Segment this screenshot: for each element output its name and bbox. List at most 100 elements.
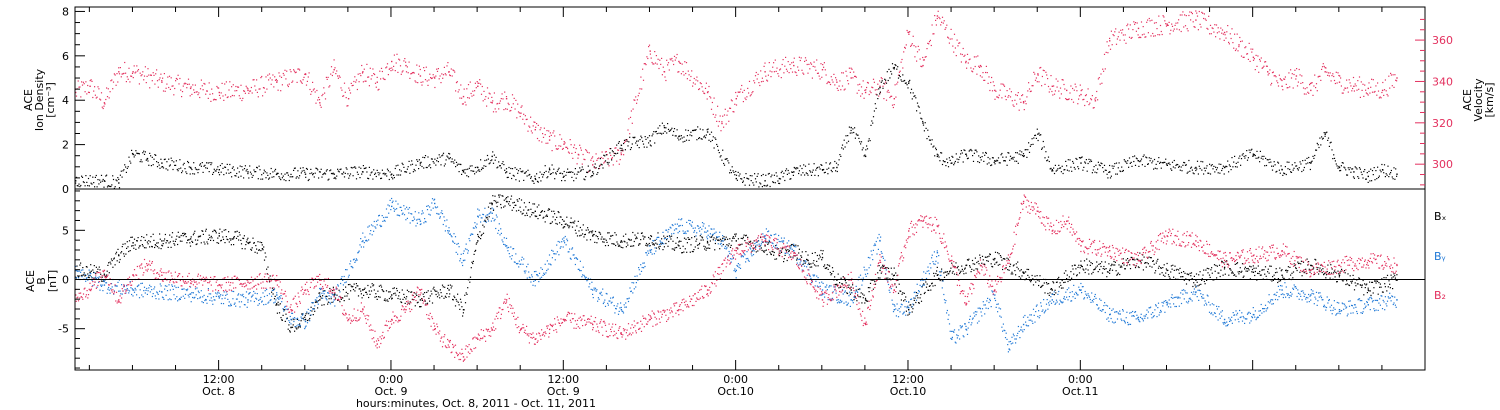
velocity-series-point	[463, 88, 465, 90]
velocity-series-point	[161, 80, 163, 82]
bx-series-point	[692, 251, 694, 253]
velocity-series-point	[1392, 74, 1394, 76]
bx-series-point	[652, 243, 654, 246]
bx-series-point	[416, 302, 418, 304]
bx-series-point	[479, 231, 481, 233]
ion-density-series-point	[634, 136, 636, 138]
velocity-series-point	[953, 51, 955, 53]
bx-series-point	[625, 233, 627, 235]
bx-series-point	[340, 298, 342, 300]
ion-density-series-point	[730, 172, 732, 174]
bx-series-point	[1136, 258, 1138, 260]
ion-density-series-point	[717, 149, 719, 151]
bx-series-point	[964, 267, 966, 269]
ion-density-series-point	[471, 165, 473, 167]
velocity-series-point	[1047, 85, 1050, 88]
ion-density-series-point	[1318, 146, 1320, 149]
ion-density-series-point	[1392, 178, 1394, 180]
velocity-series-point	[1352, 87, 1354, 90]
velocity-series-point	[482, 100, 484, 102]
velocity-series-point	[418, 73, 420, 75]
ion-density-series-point	[571, 176, 573, 178]
ion-density-series-point	[449, 153, 451, 155]
ion-density-series-point	[1203, 167, 1205, 169]
velocity-series-point	[471, 95, 473, 97]
ion-density-series-point	[451, 158, 453, 160]
bx-series-point	[738, 244, 740, 246]
bx-series-point	[1291, 272, 1293, 274]
bx-series-point	[907, 314, 909, 316]
velocity-series-point	[1232, 42, 1234, 44]
bx-series-point	[149, 241, 151, 243]
velocity-series-point	[439, 75, 441, 77]
velocity-series-point	[249, 90, 251, 92]
ion-density-series-point	[850, 126, 852, 129]
bx-series-point	[778, 252, 780, 254]
velocity-series-point	[1195, 19, 1197, 21]
velocity-series-point	[675, 57, 677, 59]
bx-series-point	[599, 232, 601, 234]
ion-density-series-point	[462, 171, 465, 173]
velocity-series-point	[408, 61, 410, 63]
bx-series-point	[750, 245, 752, 247]
velocity-series-point	[1310, 89, 1312, 92]
ion-density-series-point	[1022, 155, 1025, 158]
bx-series-point	[366, 293, 368, 295]
velocity-series-point	[1225, 37, 1227, 39]
bx-series-point	[1190, 272, 1193, 274]
ion-density-series-point	[113, 187, 115, 189]
velocity-series-point	[1327, 74, 1329, 76]
velocity-series-point	[150, 74, 152, 76]
velocity-series-point	[582, 153, 584, 156]
bx-series-point	[471, 261, 473, 263]
ion-density-series-point	[712, 136, 714, 138]
velocity-series-point	[718, 120, 720, 123]
bx-series-point	[1273, 274, 1275, 276]
bx-series-point	[801, 256, 803, 258]
bx-series-point	[1255, 267, 1257, 269]
ion-density-series-point	[1007, 152, 1009, 154]
ion-density-series-point	[670, 129, 672, 131]
velocity-series-point	[1005, 99, 1007, 101]
velocity-series-point	[1298, 68, 1300, 71]
bx-series-point	[1020, 269, 1022, 271]
bx-series-point	[258, 249, 260, 251]
bx-series-point	[836, 279, 838, 281]
velocity-series-point	[651, 61, 653, 64]
velocity-series-point	[628, 118, 630, 120]
velocity-series-point	[769, 70, 771, 72]
bx-series-point	[327, 301, 329, 303]
ion-density-series-point	[923, 130, 925, 132]
bx-series-point	[207, 238, 209, 240]
velocity-series-point	[112, 81, 115, 83]
velocity-series-point	[542, 136, 545, 138]
velocity-series-point	[780, 77, 782, 79]
velocity-series-point	[423, 67, 425, 69]
velocity-series-point	[255, 89, 257, 91]
velocity-series-point	[349, 92, 352, 94]
ion-density-series-point	[436, 157, 439, 159]
ion-density-series-point	[1208, 172, 1210, 174]
ion-density-series-point	[1168, 162, 1170, 164]
velocity-series-point	[1296, 68, 1298, 70]
ion-density-series-point	[1083, 166, 1085, 168]
ion-density-series-point	[1337, 167, 1339, 169]
velocity-series-point	[1333, 79, 1336, 82]
velocity-series-point	[735, 98, 737, 100]
velocity-series-point	[290, 71, 292, 73]
velocity-series-point	[565, 146, 567, 148]
bx-series-point	[1213, 264, 1216, 266]
ion-density-series-point	[1066, 169, 1068, 171]
bx-series-point	[146, 234, 148, 236]
velocity-series-point	[137, 69, 140, 71]
ion-density-series-point	[938, 156, 940, 158]
ion-density-series-point	[433, 162, 435, 164]
velocity-series-point	[82, 81, 84, 83]
velocity-series-point	[753, 80, 755, 82]
ion-density-series-point	[1272, 165, 1274, 167]
velocity-series-point	[862, 80, 864, 82]
ion-density-series-point	[282, 175, 284, 177]
velocity-series-point	[815, 69, 817, 71]
bx-series-point	[392, 287, 394, 290]
velocity-series-point	[366, 63, 368, 65]
